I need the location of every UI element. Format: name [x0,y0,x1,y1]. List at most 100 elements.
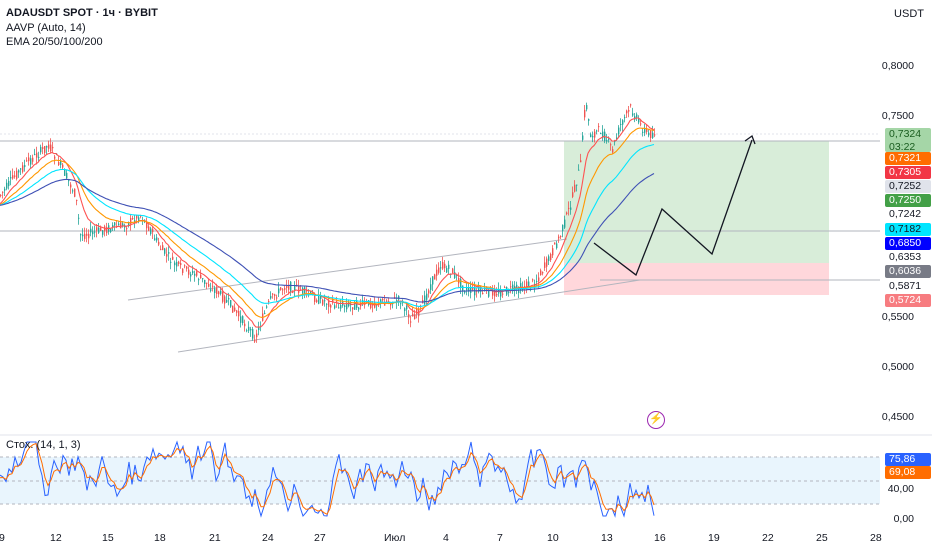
candle-body [574,184,576,192]
candle-body [608,138,610,140]
candle-body [196,271,198,276]
candle-body [10,177,12,179]
price-label: 0,7324 03:22 [885,128,931,153]
candle-body [214,288,216,293]
candle-body [626,110,628,114]
candle-body [256,333,258,338]
candle-body [266,306,268,308]
candle-body [96,227,98,231]
candle-body [54,156,56,159]
candle-body [552,248,554,256]
candle-body [180,263,182,266]
price-tick: 0,5000 [881,361,914,373]
stoch-tick: 0,00 [893,513,914,525]
candle-body [176,261,178,267]
candle-body [462,285,464,291]
candle-body [322,299,324,305]
candle-body [366,301,368,303]
candle-body [550,254,552,260]
candle-body [4,188,6,191]
ema-line [0,173,655,303]
candle-body [394,296,396,299]
candle-body [478,288,480,292]
stoch-tick: 40,00 [887,483,914,495]
currency-label[interactable]: USDT [894,8,924,20]
candle-body [174,262,176,266]
candle-body [240,316,242,323]
candle-body [586,105,588,110]
candle-body [538,277,540,282]
candle-body [448,264,450,269]
candle-body [554,242,556,245]
ema-line [0,127,655,318]
candle-body [654,134,656,136]
candle-body [526,281,528,289]
candle-body [70,184,72,188]
candle-body [88,233,90,239]
time-tick: 25 [816,532,828,544]
candle-body [106,227,108,234]
lightning-icon[interactable]: ⚡ [647,411,665,429]
candle-body [64,169,66,176]
time-tick: 13 [601,532,613,544]
loss-zone [564,263,829,295]
candle-body [326,303,328,305]
price-tick: 0,7500 [881,110,914,122]
candle-body [280,287,282,290]
indicator-aavp[interactable]: AAVP (Auto, 14) [6,21,86,34]
candle-body [460,279,462,288]
candle-body [606,140,608,142]
candle-body [512,284,514,292]
price-tick: 0,4500 [881,411,914,423]
candle-body [58,162,60,165]
candle-body [112,225,114,228]
candle-body [472,287,474,290]
candle-body [238,310,240,317]
time-tick: 9 [0,532,5,544]
stoch-title[interactable]: Стох. (14, 1, 3) [6,439,81,451]
candle-body [50,144,52,152]
time-tick: 12 [50,532,62,544]
candle-body [110,228,112,232]
symbol-title[interactable]: ADAUSDT SPOT · 1ч · BYBIT [6,7,158,19]
candle-body [468,287,470,292]
candle-body [624,117,626,119]
time-tick: 21 [209,532,221,544]
candle-body [292,292,294,294]
candle-body [644,128,646,133]
stoch-k-label: 75,86 [885,453,931,466]
time-tick: 27 [314,532,326,544]
candle-body [316,299,318,303]
candle-body [440,267,442,269]
candle-body [46,146,48,148]
candle-body [86,233,88,236]
projection-path [593,139,753,277]
candle-body [166,254,168,257]
candle-body [232,305,234,313]
candle-body [20,168,22,170]
candle-body [634,116,636,120]
price-label: 0,6850 [885,237,931,250]
candle-body [188,269,190,275]
bar-countdown: 03:22 [889,141,916,153]
candle-body [324,300,326,302]
indicator-ema[interactable]: EMA 20/50/100/200 [6,36,103,48]
candle-body [84,233,86,239]
candle-body [78,217,80,219]
candle-body [496,294,498,296]
candle-body [264,312,266,314]
candle-body [558,236,560,239]
candle-body [82,234,84,237]
candle-body [444,263,446,269]
candle-body [210,289,212,291]
candle-body [198,279,200,281]
candle-body [544,262,546,268]
candle-body [12,175,14,179]
candle-body [354,301,356,310]
candle-body [408,314,410,318]
candle-body [284,288,286,290]
price-label: 0,6353 [885,251,931,264]
candle-body [434,274,436,280]
candle-body [504,286,506,288]
